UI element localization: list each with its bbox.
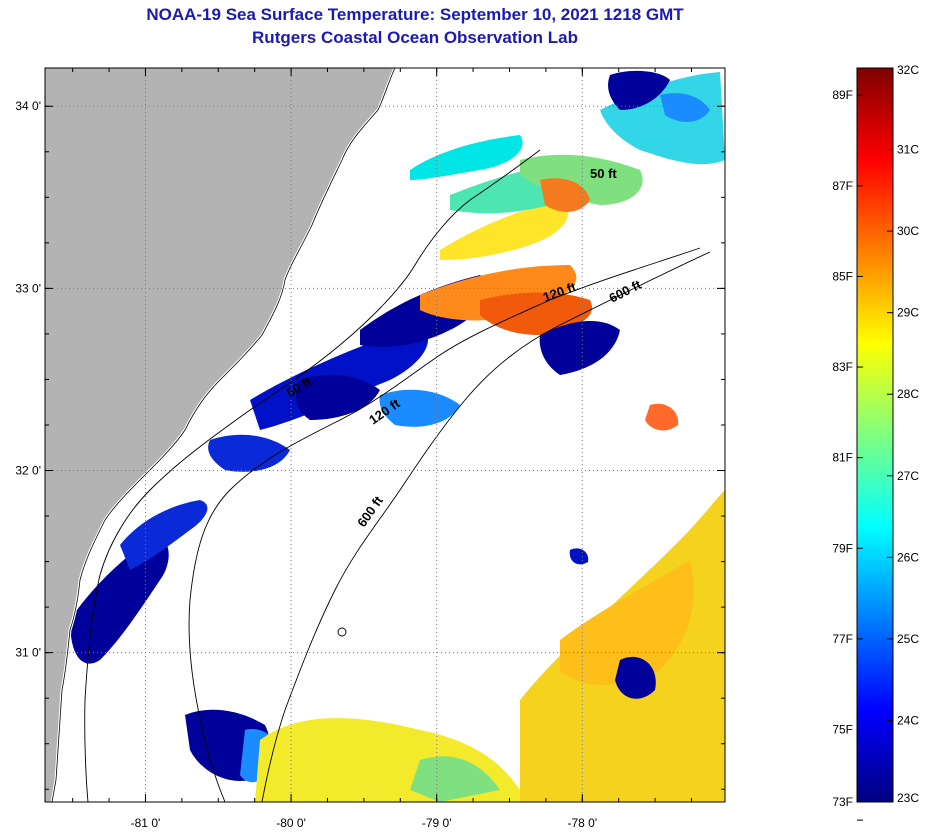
contour-island [337, 627, 347, 637]
colorbar-label-f: 79F [832, 541, 853, 555]
contour-120ft [188, 247, 701, 802]
sst-patch [440, 200, 569, 260]
map-subtitle: Rutgers Coastal Ocean Observation Lab [252, 28, 578, 47]
colorbar-label-c: 32C [897, 63, 919, 77]
colorbar-label-c: 28C [897, 387, 919, 401]
colorbar-label-c: 23C [897, 791, 919, 805]
colorbar-label-c: 26C [897, 550, 919, 564]
colorbar-label-c: 24C [897, 713, 919, 727]
colorbar-label-f: 77F [832, 632, 853, 646]
y-tick-label: 32 0' [15, 464, 41, 478]
x-tick-label: -80 0' [276, 816, 306, 830]
colorbar-label-f: 89F [832, 88, 853, 102]
contour-label: 50 ft [590, 166, 617, 181]
colorbar-label-f: 73F [832, 795, 853, 809]
colorbar-label-f: 75F [832, 723, 853, 737]
sst-patch [410, 135, 523, 180]
sst-patch [410, 756, 500, 802]
sst-patch [480, 292, 592, 335]
sst-patch [569, 548, 589, 565]
sst-patch [208, 434, 290, 472]
colorbar-fahrenheit-labels: 89F 87F 85F 83F 81F 79F 77F 75F 73F [832, 88, 863, 821]
x-tick-label: -81 0' [131, 816, 161, 830]
colorbar-label-c: 31C [897, 143, 919, 157]
sst-data-layer [70, 70, 725, 802]
colorbar-label-c: 29C [897, 306, 919, 320]
land-mass [45, 68, 395, 802]
colorbar-label-f: 81F [832, 451, 853, 465]
sst-patch [540, 178, 590, 212]
sst-patch [645, 403, 679, 431]
y-tick-label: 33 0' [15, 281, 41, 295]
x-tick-label: -78 0' [567, 816, 597, 830]
colorbar-celsius-labels: 32C 31C 30C 29C 28C 27C 26C 25C 24C 23C [887, 63, 919, 805]
map-frame [44, 67, 726, 803]
coastline [51, 68, 396, 802]
sst-patch [660, 93, 710, 122]
colorbar-label-f: 87F [832, 179, 853, 193]
y-tick-label: 31 0' [15, 646, 41, 660]
colorbar-label-f: 85F [832, 269, 853, 283]
sst-patch [120, 500, 208, 570]
contour-600ft [261, 251, 711, 802]
map-gridlines [45, 68, 725, 802]
map-plot-area: 50 ft 120 ft 600 ft 50 ft 120 ft 600 ft [45, 68, 725, 802]
sst-patch [295, 374, 380, 420]
colorbar-ramp [856, 67, 894, 803]
colorbar-label-c: 25C [897, 632, 919, 646]
x-tick-label: -79 0' [422, 816, 452, 830]
sst-patch [560, 560, 694, 685]
map-axes: -81 0' -80 0' -79 0' -78 0' 34 0' 33 0' 32 0' 3… [15, 68, 725, 830]
sst-patch [608, 70, 670, 110]
sst-patch [600, 72, 725, 165]
map-title: NOAA-19 Sea Surface Temperature: Septemb… [146, 5, 684, 24]
sst-patch [520, 154, 643, 205]
colorbar: 89F 87F 85F 83F 81F 79F 77F 75F 73F 32C 31C 30C 29C… [832, 63, 919, 821]
sst-patch [539, 320, 620, 375]
sst-patch [70, 538, 169, 664]
contour-50ft [84, 149, 541, 802]
sst-patch [615, 656, 656, 699]
y-tick-label: 34 0' [15, 99, 41, 113]
colorbar-label-c: 27C [897, 469, 919, 483]
sst-patch [379, 389, 460, 427]
colorbar-label-f: 83F [832, 360, 853, 374]
colorbar-label-c: 30C [897, 224, 919, 238]
